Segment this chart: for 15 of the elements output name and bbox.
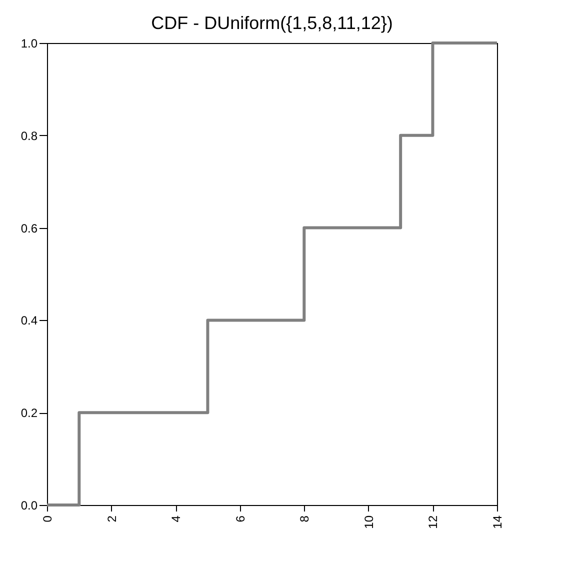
- x-tick-label: 4: [169, 515, 184, 522]
- y-tick-label: 0.2: [20, 406, 38, 420]
- y-tick-label: 1.0: [20, 36, 38, 50]
- y-tick-label: 0.8: [20, 128, 38, 143]
- y-tick-label: 0.0: [20, 498, 38, 512]
- y-tick-label: 0.4: [20, 314, 38, 328]
- x-tick-label: 0: [40, 515, 54, 522]
- x-tick-label: 10: [362, 515, 376, 529]
- x-tick-label: 14: [490, 515, 504, 529]
- x-tick-label: 2: [104, 515, 119, 522]
- y-tick-label: 0.6: [20, 221, 38, 236]
- x-tick-label: 12: [426, 515, 440, 529]
- x-tick-label: 8: [298, 515, 312, 522]
- chart-title: CDF - DUniform({1,5,8,11,12}): [151, 13, 393, 33]
- x-tick-label: 6: [233, 515, 248, 522]
